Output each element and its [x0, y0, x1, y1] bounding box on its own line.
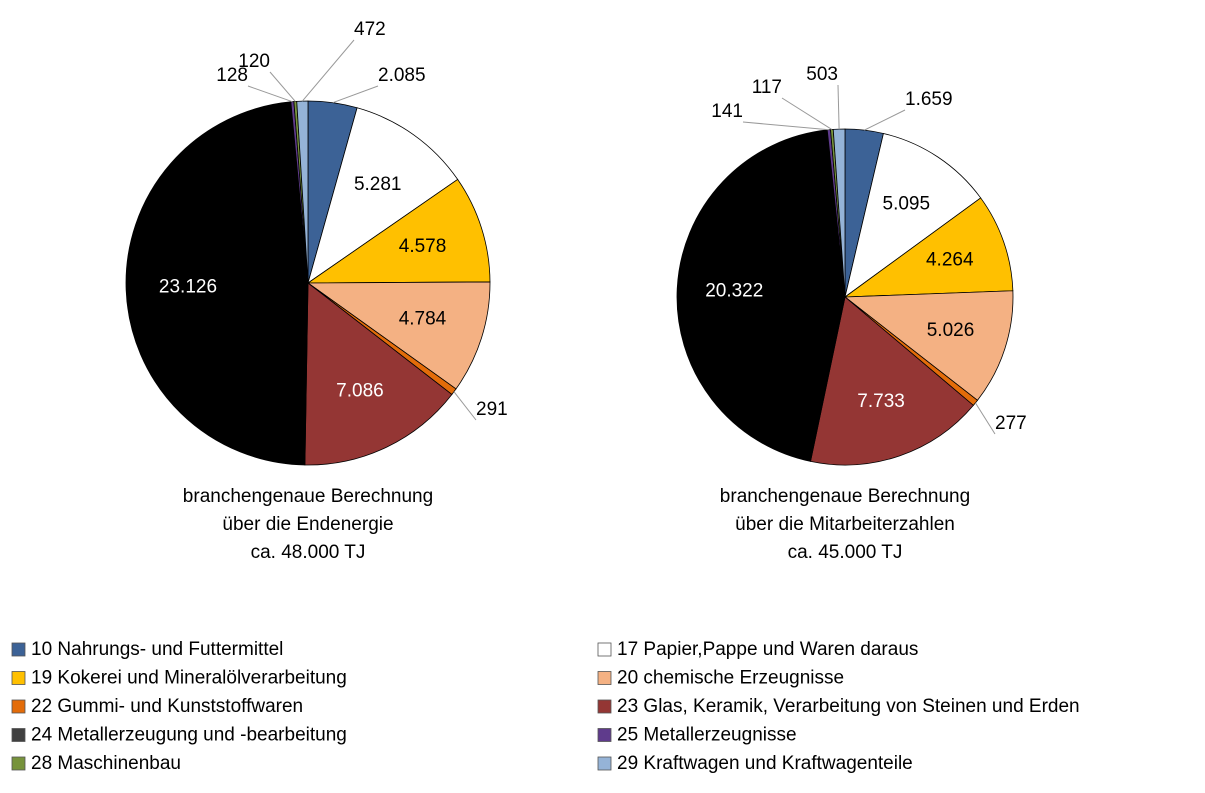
data-label: 128	[216, 65, 248, 86]
legend-swatch	[11, 699, 26, 714]
pie-title: ca. 45.000 TJ	[788, 542, 903, 563]
data-label: 7.086	[336, 380, 384, 401]
legend-swatch	[597, 728, 612, 742]
data-label: 472	[354, 19, 386, 40]
legend-label: 22 Gummi- und Kunststoffwaren	[31, 696, 303, 717]
pie-title: branchengenaue Berechnung	[720, 486, 970, 507]
data-label: 5.095	[883, 194, 931, 215]
pie-title: über die Endenergie	[222, 514, 393, 535]
pie-slice	[843, 197, 1014, 298]
legend-label: 17 Papier,Pappe und Waren daraus	[617, 639, 918, 660]
pie-title: ca. 48.000 TJ	[251, 542, 366, 563]
leader-line	[332, 85, 379, 104]
pie-slice	[844, 132, 982, 298]
data-label: 1.659	[905, 89, 953, 110]
legend-swatch	[11, 671, 26, 685]
legend-swatch	[597, 642, 612, 657]
legend-swatch	[11, 642, 26, 657]
data-label: 4.578	[399, 236, 447, 257]
leader-line	[837, 84, 840, 130]
legend-swatch	[597, 699, 612, 714]
legend-label: 28 Maschinenbau	[31, 753, 181, 774]
leader-line	[742, 121, 829, 131]
data-label: 503	[806, 64, 838, 85]
leader-line	[975, 402, 996, 435]
legend-label: 20 chemische Erzeugnisse	[617, 668, 844, 689]
data-label: 4.784	[399, 308, 447, 329]
data-label: 20.322	[705, 280, 763, 301]
leader-line	[247, 85, 293, 103]
pie-title: branchengenaue Berechnung	[183, 486, 433, 507]
data-label: 7.733	[857, 391, 905, 412]
legend-label: 23 Glas, Keramik, Verarbeitung von Stein…	[617, 696, 1080, 717]
pie-slice	[306, 281, 491, 390]
leader-line	[864, 109, 906, 131]
pie-slice	[307, 107, 459, 284]
data-label: 277	[995, 413, 1027, 434]
leader-line	[269, 71, 296, 102]
data-label: 291	[476, 399, 508, 420]
pie-slice	[810, 296, 974, 466]
pie-slice	[832, 128, 846, 298]
data-label: 117	[752, 77, 782, 98]
pie-slice	[306, 178, 491, 284]
pie-slice	[304, 282, 453, 466]
legend-swatch	[597, 671, 612, 685]
data-label: 120	[238, 51, 270, 72]
data-label: 5.281	[354, 174, 402, 195]
data-label: 23.126	[159, 277, 217, 298]
legend-swatch	[11, 756, 26, 771]
legend-label: 19 Kokerei und Mineralölverarbeitung	[31, 668, 347, 689]
leader-line	[301, 39, 355, 102]
legend-label: 10 Nahrungs- und Futtermittel	[31, 639, 283, 660]
legend-label: 29 Kraftwagen und Kraftwagenteile	[617, 753, 913, 774]
pie-slice	[843, 290, 1014, 401]
data-label: 141	[711, 101, 743, 122]
pie-slice	[676, 129, 846, 462]
data-label: 5.026	[927, 320, 975, 341]
leader-line	[453, 391, 477, 421]
pie-title: über die Mitarbeiterzahlen	[735, 514, 955, 535]
data-label: 4.264	[926, 250, 974, 271]
legend-label: 25 Metallerzeugnisse	[617, 725, 797, 746]
legend-swatch	[597, 756, 612, 771]
data-label: 2.085	[378, 65, 426, 86]
legend-swatch	[11, 728, 26, 742]
legend-label: 24 Metallerzeugung und -bearbeitung	[31, 725, 347, 746]
leader-line	[781, 97, 833, 130]
pie-slice	[125, 101, 309, 466]
